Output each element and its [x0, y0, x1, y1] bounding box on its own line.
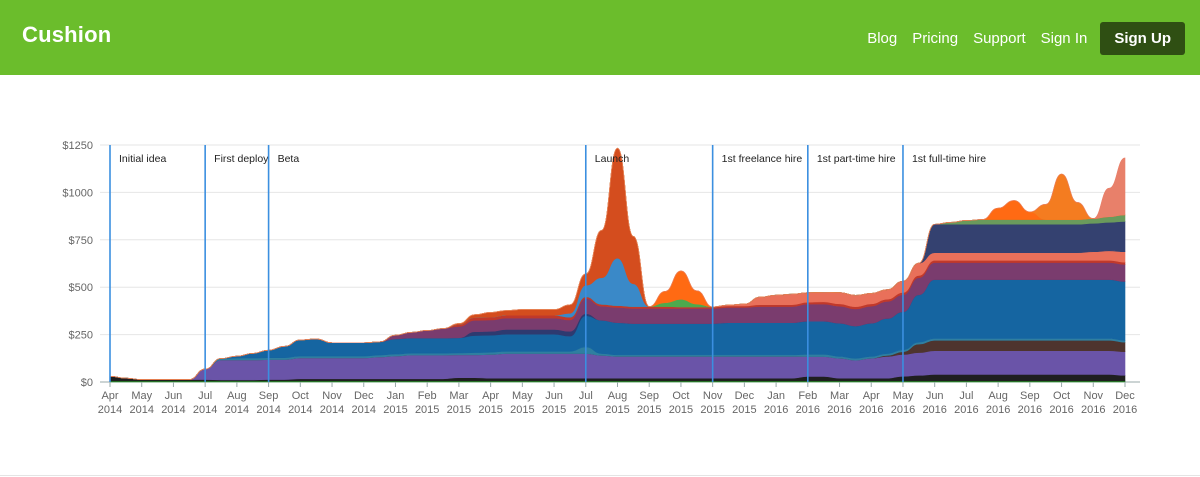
y-tick-label: $1250: [62, 140, 93, 152]
x-tick-month: Jul: [959, 390, 973, 402]
x-tick-year: 2014: [320, 404, 344, 416]
x-tick-month: Jan: [767, 390, 785, 402]
nav-support[interactable]: Support: [973, 30, 1026, 47]
x-tick-month: Sep: [1020, 390, 1040, 402]
x-tick-month: Aug: [608, 390, 628, 402]
x-tick-month: Aug: [988, 390, 1008, 402]
x-tick-month: Sep: [639, 390, 659, 402]
x-tick-month: Apr: [101, 390, 118, 402]
milestones: Initial idea First deploy Beta Launch 1st fr…: [109, 145, 986, 382]
x-tick-month: Nov: [1084, 390, 1104, 402]
x-tick-year: 2015: [605, 404, 629, 416]
x-tick-month: Mar: [449, 390, 468, 402]
x-tick-month: Jan: [387, 390, 405, 402]
x-tick-month: Oct: [672, 390, 689, 402]
x-tick-year: 2014: [129, 404, 153, 416]
x-tick-year: 2014: [256, 404, 280, 416]
x-tick-year: 2016: [954, 404, 978, 416]
x-tick-month: Feb: [418, 390, 437, 402]
x-tick-year: 2014: [352, 404, 376, 416]
x-tick-year: 2015: [732, 404, 756, 416]
x-tick-year: 2016: [986, 404, 1010, 416]
x-tick-month: Jul: [198, 390, 212, 402]
milestone-label: Initial idea: [119, 153, 166, 165]
x-tick-month: Oct: [1053, 390, 1070, 402]
x-tick-month: May: [893, 390, 914, 402]
nav-links: Blog Pricing Support Sign In Sign Up: [852, 22, 1185, 55]
nav-pricing[interactable]: Pricing: [912, 30, 959, 47]
milestone-label: 1st full-time hire: [912, 153, 986, 165]
x-tick-year: 2016: [827, 404, 851, 416]
x-tick-month: Jun: [545, 390, 563, 402]
x-tick-year: 2015: [637, 404, 661, 416]
x-tick-year: 2015: [574, 404, 598, 416]
x-tick-month: Oct: [292, 390, 309, 402]
x-tick-year: 2015: [510, 404, 534, 416]
x-tick-month: Apr: [482, 390, 499, 402]
x-tick-year: 2015: [383, 404, 407, 416]
y-tick-label: $750: [69, 235, 93, 247]
x-tick-year: 2015: [700, 404, 724, 416]
top-nav-bar: Cushion Blog Pricing Support Sign In Sig…: [0, 0, 1200, 75]
axes: $0 $250 $500 $750 $1000 $1250 Apr 2014 May 2014 Ju…: [62, 140, 1137, 416]
x-tick-year: 2015: [415, 404, 439, 416]
y-tick-label: $0: [81, 377, 93, 389]
x-tick-month: Aug: [227, 390, 247, 402]
milestone-label: Beta: [278, 153, 300, 165]
area-series-17: [109, 147, 1126, 380]
x-tick-month: May: [512, 390, 533, 402]
milestone-label: 1st freelance hire: [722, 153, 803, 165]
milestone-label: 1st part-time hire: [817, 153, 896, 165]
x-tick-year: 2016: [796, 404, 820, 416]
nav-sign-in[interactable]: Sign In: [1040, 30, 1088, 47]
x-tick-year: 2015: [542, 404, 566, 416]
nav-blog[interactable]: Blog: [867, 30, 898, 47]
x-tick-year: 2014: [225, 404, 249, 416]
x-tick-month: Jun: [165, 390, 183, 402]
x-tick-month: Jul: [579, 390, 593, 402]
x-tick-year: 2016: [1049, 404, 1073, 416]
x-tick-month: Dec: [1115, 390, 1135, 402]
x-tick-month: Nov: [322, 390, 342, 402]
milestone-label: Launch: [595, 153, 630, 165]
y-tick-label: $1000: [62, 187, 93, 199]
y-tick-label: $500: [69, 282, 93, 294]
x-tick-month: Sep: [259, 390, 279, 402]
revenue-stream-chart: Initial idea First deploy Beta Launch 1st fr…: [62, 140, 1140, 416]
milestone-label: First deploy: [214, 153, 269, 165]
x-tick-year: 2014: [288, 404, 312, 416]
x-tick-year: 2016: [1081, 404, 1105, 416]
x-tick-month: Mar: [830, 390, 849, 402]
x-tick-month: Dec: [354, 390, 374, 402]
x-tick-year: 2016: [1018, 404, 1042, 416]
x-tick-year: 2016: [891, 404, 915, 416]
x-tick-year: 2014: [98, 404, 122, 416]
x-tick-month: Jun: [926, 390, 944, 402]
x-tick-month: Nov: [703, 390, 723, 402]
x-tick-year: 2015: [447, 404, 471, 416]
y-tick-label: $250: [69, 330, 93, 342]
x-tick-month: Dec: [735, 390, 755, 402]
x-tick-month: Feb: [798, 390, 817, 402]
x-tick-year: 2014: [161, 404, 185, 416]
logo[interactable]: Cushion: [22, 22, 112, 47]
x-tick-year: 2016: [859, 404, 883, 416]
x-tick-year: 2016: [764, 404, 788, 416]
x-tick-month: Apr: [863, 390, 880, 402]
x-tick-year: 2015: [669, 404, 693, 416]
x-tick-year: 2015: [478, 404, 502, 416]
x-tick-month: May: [131, 390, 152, 402]
stacked-areas: [109, 147, 1126, 383]
x-tick-year: 2016: [1113, 404, 1137, 416]
sign-up-button[interactable]: Sign Up: [1100, 22, 1185, 55]
x-tick-year: 2014: [193, 404, 217, 416]
x-tick-year: 2016: [922, 404, 946, 416]
bottom-divider: [0, 475, 1200, 476]
